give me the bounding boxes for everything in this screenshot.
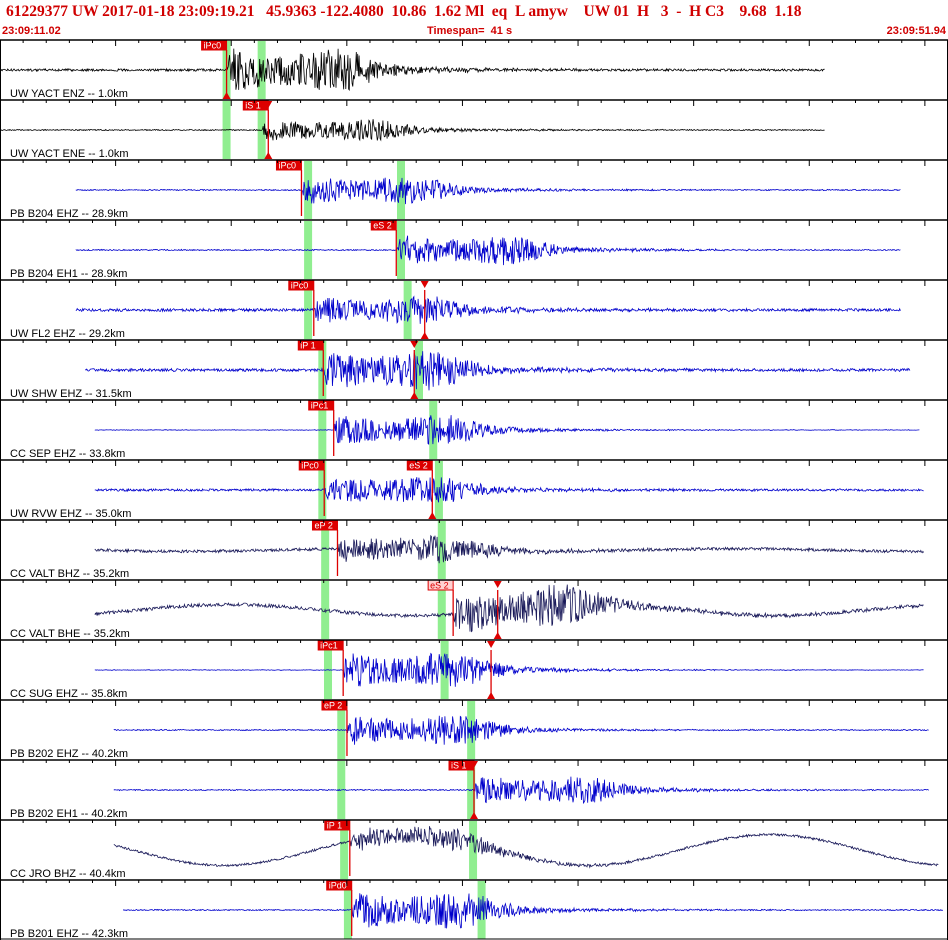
waveform-trace [85,351,911,391]
phase-window-p [318,461,327,519]
pick-label: eS 2 [430,581,449,591]
phase-window-s [467,761,476,819]
station-channel-label: PB B201 EHZ -- 42.3km [10,928,128,940]
pick-label: iS 1 [451,761,467,771]
waveform-trace [0,48,825,91]
phase-window-s [440,641,449,699]
pick-label: iP 1 [300,341,315,351]
station-channel-label: PB B202 EHZ -- 40.2km [10,748,128,760]
phase-window-s [415,341,424,399]
pick-label: iP 1 [327,821,342,831]
phase-window-p [340,821,349,879]
event-header: 61229377 UW 2017-01-18 23:09:19.21 45.93… [0,0,948,40]
pick-triangle-icon[interactable] [420,281,429,288]
station-channel-label: PB B204 EHZ -- 28.9km [10,208,128,220]
pick-triangle-icon[interactable] [493,581,502,588]
station-channel-label: PB B204 EH1 -- 28.9km [10,268,127,280]
station-channel-label: PB B202 EH1 -- 40.2km [10,808,127,820]
waveform-trace [94,415,920,445]
pick-triangle-icon[interactable] [470,761,478,768]
phase-window-p [304,281,313,339]
pick-label: iPc0 [291,281,309,291]
waveform-trace [75,235,901,266]
pick-triangle-icon[interactable] [470,812,478,819]
pick-label: iS 1 [245,101,261,111]
pick-triangle-icon[interactable] [420,332,429,339]
start-time-label: 23:09:11.02 [2,25,61,37]
waveform-trace [0,119,825,142]
waveform-trace [94,477,924,503]
station-channel-label: UW YACT ENZ -- 1.0km [10,88,128,100]
event-summary-line: 61229377 UW 2017-01-18 23:09:19.21 45.93… [6,3,802,20]
pick-label: iPc0 [204,41,222,51]
pick-triangle-icon[interactable] [493,632,502,639]
timespan-label: Timespan= 41 s [427,25,513,37]
station-channel-label: UW RVW EHZ -- 35.0km [10,508,131,520]
waveform-trace [113,715,929,745]
station-channel-label: CC JRO BHZ -- 40.4km [10,868,126,880]
phase-window-s [429,401,438,459]
waveform-trace [113,776,929,805]
waveform-trace [94,534,924,564]
phase-window-s [403,281,412,339]
waveform-trace [122,893,944,929]
station-channel-label: CC VALT BHZ -- 35.2km [10,568,129,580]
pick-label: iPc1 [320,641,338,651]
phase-window-s [469,821,478,879]
pick-triangle-icon[interactable] [410,392,419,399]
pick-label: eP 2 [324,701,342,711]
station-channel-label: CC VALT BHE -- 35.2km [10,628,130,640]
pick-triangle-icon[interactable] [222,92,231,99]
pick-triangle-icon[interactable] [487,692,496,699]
end-time-label: 23:09:51.94 [886,25,946,37]
pick-label: eP 2 [314,521,332,531]
pick-triangle-icon[interactable] [264,101,273,108]
pick-label: iPc0 [301,461,319,471]
pick-label: iPc1 [311,401,329,411]
station-channel-label: CC SUG EHZ -- 35.8km [10,688,127,700]
pick-label: eS 2 [409,461,428,471]
station-channel-label: UW YACT ENE -- 1.0km [10,148,129,160]
phase-window-p [321,521,330,579]
phase-window-s [437,581,446,639]
pick-label: eS 2 [373,221,392,231]
waveform-trace [75,295,901,324]
station-channel-label: UW FL2 EHZ -- 29.2km [10,328,125,340]
waveform-trace [113,826,939,869]
pick-triangle-icon[interactable] [428,512,437,519]
pick-triangle-icon[interactable] [487,641,496,648]
station-channel-label: CC SEP EHZ -- 33.8km [10,448,125,460]
waveform-trace [94,584,924,633]
waveform-trace [94,652,924,687]
phase-window-s [437,521,446,579]
station-channel-label: UW SHW EHZ -- 31.5km [10,388,132,400]
phase-window-s [397,221,406,279]
pick-label: iPd0 [329,881,347,891]
waveform-trace [75,177,901,205]
pick-triangle-icon[interactable] [264,152,273,159]
pick-label: iPc0 [278,161,296,171]
